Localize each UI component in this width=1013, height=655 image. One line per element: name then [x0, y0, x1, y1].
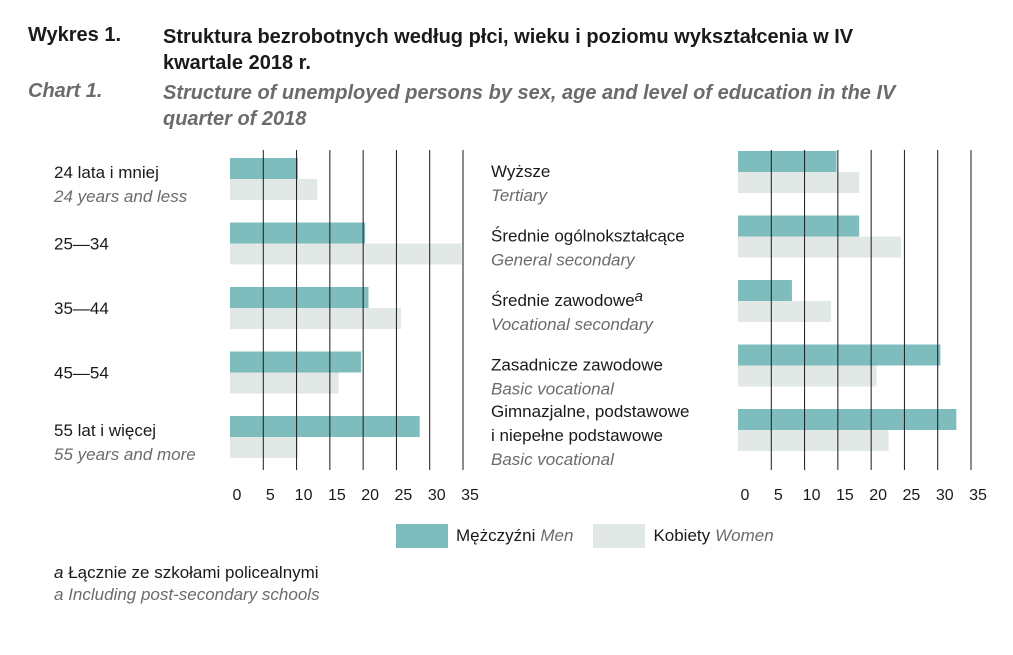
age-tick-label-10: 10	[295, 487, 313, 504]
footnote-text-pl: Łącznie ze szkołami policealnymi	[68, 563, 319, 582]
legend-swatch-men	[396, 524, 448, 548]
edu-tick-label-0: 0	[741, 487, 750, 504]
edu-bar-women-3	[738, 365, 877, 387]
age-bar-men-1	[230, 222, 366, 244]
edu-tick-label-20: 20	[869, 487, 887, 504]
edu-tick-label-10: 10	[803, 487, 821, 504]
age-bar-women-2	[230, 308, 402, 329]
age-tick-label-35: 35	[461, 487, 479, 504]
age-tick-label-25: 25	[395, 487, 413, 504]
age-tick-label-0: 0	[233, 487, 242, 504]
edu-bar-men-2	[738, 280, 792, 301]
footnote-text-en: Including post-secondary schools	[68, 585, 320, 604]
age-bar-men-0	[230, 158, 298, 179]
footnote-marker-en: a	[54, 585, 64, 604]
edu-category-label-1: Średnie ogólnokształcące	[491, 227, 685, 246]
edu-category-label-en-0: Tertiary	[491, 186, 549, 205]
edu-category-label-en-2: Vocational secondary	[491, 315, 654, 334]
age-category-label-2: 35—44	[54, 299, 109, 318]
age-tick-label-15: 15	[328, 487, 346, 504]
age-tick-label-30: 30	[428, 487, 446, 504]
legend-item-women: Kobiety Women	[593, 524, 774, 548]
edu-category-label-0: Wyższe	[491, 162, 550, 181]
footnote-marker: a	[54, 563, 64, 582]
age-tick-label-5: 5	[266, 487, 275, 504]
age-bar-men-4	[230, 416, 420, 437]
age-bar-men-3	[230, 351, 362, 373]
edu-category-label-en-4: Basic vocational	[491, 450, 615, 469]
edu-bar-women-1	[738, 236, 902, 258]
edu-tick-label-25: 25	[903, 487, 921, 504]
age-category-label-en-0: 24 years and less	[53, 187, 188, 206]
legend-label-women-en: Women	[715, 526, 774, 545]
edu-category-label-2: Średnie zawodowea	[491, 288, 643, 310]
edu-tick-label-35: 35	[969, 487, 987, 504]
chart-title-en: Structure of unemployed persons by sex, …	[163, 82, 896, 130]
edu-tick-label-30: 30	[936, 487, 954, 504]
age-category-label-en-4: 55 years and more	[54, 445, 196, 464]
edu-category-label-3: Zasadnicze zawodowe	[491, 356, 663, 375]
legend-item-men: Mężczyźni Men	[396, 524, 573, 548]
edu-bar-women-0	[738, 172, 860, 193]
legend-swatch-women	[593, 524, 646, 548]
age-bar-women-0	[230, 179, 318, 200]
edu-bar-women-2	[738, 301, 832, 322]
footnote: a Łącznie ze szkołami policealnymi a Inc…	[54, 562, 320, 606]
edu-bar-men-4	[738, 409, 957, 430]
age-category-label-4: 55 lat i więcej	[54, 421, 156, 440]
edu-bar-men-3	[738, 344, 941, 366]
edu-bar-men-1	[738, 215, 860, 237]
edu-tick-label-15: 15	[836, 487, 854, 504]
edu-bar-women-4	[738, 430, 889, 451]
age-tick-label-20: 20	[361, 487, 379, 504]
edu-tick-label-5: 5	[774, 487, 783, 504]
edu-category-label-en-3: Basic vocational	[491, 380, 615, 399]
edu-bar-men-0	[738, 151, 837, 172]
age-bar-men-2	[230, 287, 369, 308]
chart-label-pl: Wykres 1.	[28, 24, 122, 46]
age-category-label-3: 45—54	[54, 364, 109, 383]
age-bar-women-3	[230, 372, 339, 394]
legend: Mężczyźni Men Kobiety Women	[396, 522, 774, 550]
age-category-label-1: 25—34	[54, 235, 109, 254]
chart-title-pl: Struktura bezrobotnych według płci, wiek…	[163, 26, 854, 74]
legend-label-women-pl: Kobiety	[653, 526, 711, 545]
edu-category-label-4-line-1: i niepełne podstawowe	[491, 426, 663, 445]
legend-label-men-en: Men	[540, 526, 574, 545]
age-bar-women-4	[230, 437, 298, 458]
edu-category-label-4-line-0: Gimnazjalne, podstawowe	[491, 402, 689, 421]
legend-label-men-pl: Mężczyźni	[456, 526, 536, 545]
age-bar-women-1	[230, 243, 462, 265]
age-category-label-0: 24 lata i mniej	[54, 163, 159, 182]
edu-category-label-en-1: General secondary	[491, 251, 636, 270]
chart-label-en: Chart 1.	[28, 80, 103, 102]
